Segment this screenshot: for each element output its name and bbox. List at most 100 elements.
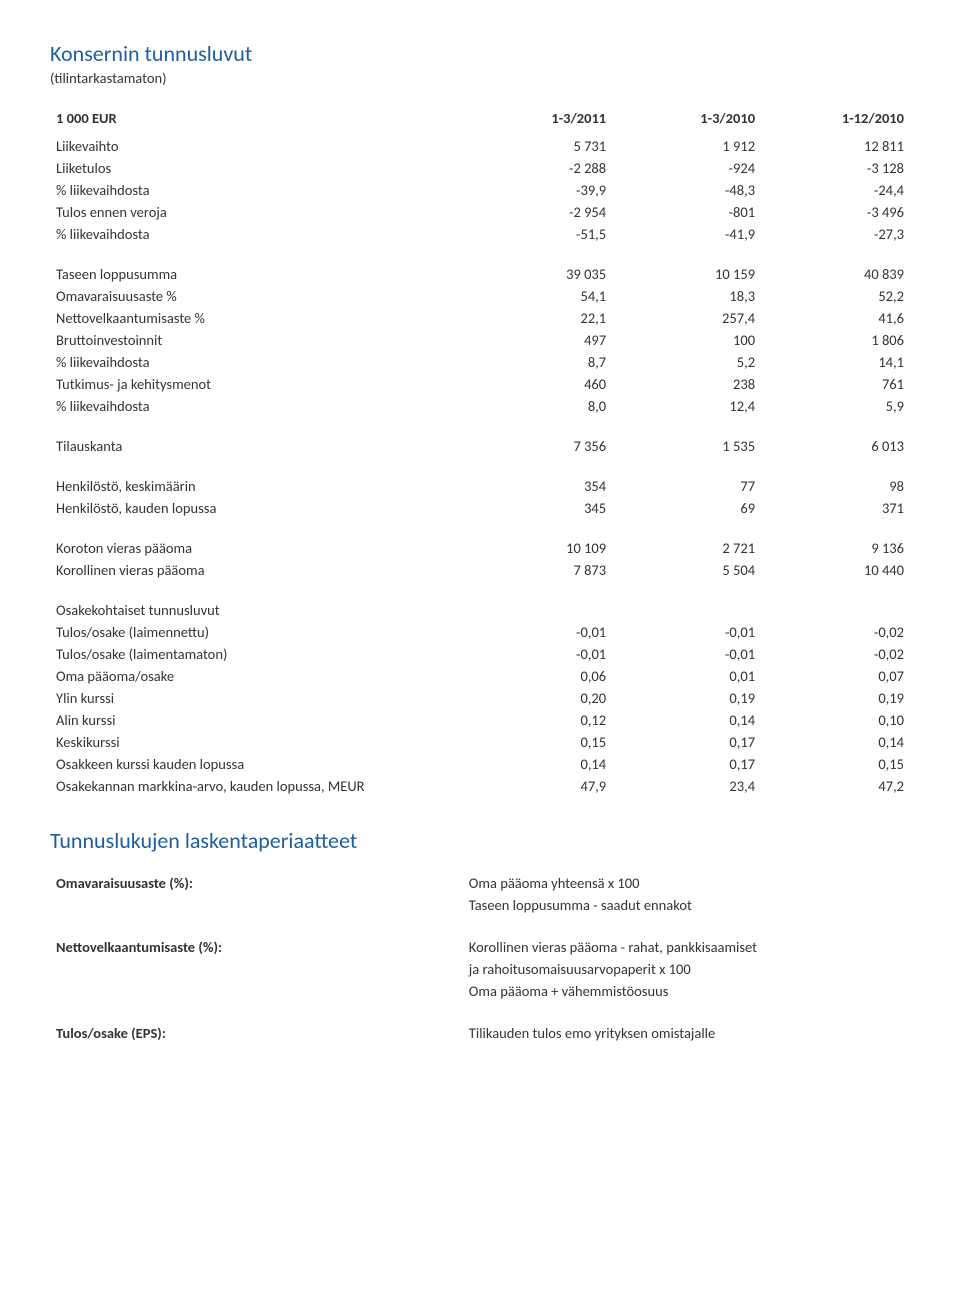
cell-value: -48,3 bbox=[612, 179, 761, 201]
row-label: % liikevaihdosta bbox=[50, 179, 463, 201]
definition-term: Nettovelkaantumisaste (%): bbox=[50, 936, 463, 958]
row-label: Tulos/osake (laimentamaton) bbox=[50, 643, 463, 665]
cell-value: 761 bbox=[761, 373, 910, 395]
principles-heading: Tunnuslukujen laskentaperiaatteet bbox=[50, 827, 910, 854]
cell-value bbox=[463, 599, 612, 621]
cell-value: 12,4 bbox=[612, 395, 761, 417]
table-row: Korollinen vieras pääoma7 8735 50410 440 bbox=[50, 559, 910, 581]
table-row: % liikevaihdosta8,75,214,1 bbox=[50, 351, 910, 373]
cell-value: 5,2 bbox=[612, 351, 761, 373]
cell-value: 0,07 bbox=[761, 665, 910, 687]
cell-value: -0,01 bbox=[612, 621, 761, 643]
definition-line: Tilikauden tulos emo yrityksen omistajal… bbox=[463, 1022, 910, 1044]
table-row: Henkilöstö, kauden lopussa34569371 bbox=[50, 497, 910, 519]
row-label: Osakkeen kurssi kauden lopussa bbox=[50, 753, 463, 775]
table-row: Henkilöstö, keskimäärin3547798 bbox=[50, 475, 910, 497]
cell-value: 0,15 bbox=[761, 753, 910, 775]
cell-value: -3 496 bbox=[761, 201, 910, 223]
definition-line: Oma pääoma + vähemmistöosuus bbox=[463, 980, 910, 1002]
col-period-1: 1-3/2011 bbox=[463, 107, 612, 135]
cell-value: 14,1 bbox=[761, 351, 910, 373]
cell-value: 10 440 bbox=[761, 559, 910, 581]
cell-value: 0,06 bbox=[463, 665, 612, 687]
section-gap bbox=[50, 457, 910, 475]
definition-row: Tulos/osake (EPS):Tilikauden tulos emo y… bbox=[50, 1022, 910, 1044]
cell-value: -0,02 bbox=[761, 621, 910, 643]
definition-line: ja rahoitusomaisuusarvopaperit x 100 bbox=[463, 958, 910, 980]
cell-value: 0,10 bbox=[761, 709, 910, 731]
cell-value: -2 288 bbox=[463, 157, 612, 179]
cell-value: 238 bbox=[612, 373, 761, 395]
cell-value: 0,17 bbox=[612, 731, 761, 753]
cell-value: 0,12 bbox=[463, 709, 612, 731]
table-row: Osakekohtaiset tunnusluvut bbox=[50, 599, 910, 621]
section-gap bbox=[50, 519, 910, 537]
page-title: Konsernin tunnusluvut bbox=[50, 40, 910, 67]
definition-term: Omavaraisuusaste (%): bbox=[50, 872, 463, 894]
table-row: % liikevaihdosta-51,5-41,9-27,3 bbox=[50, 223, 910, 245]
row-label: Bruttoinvestoinnit bbox=[50, 329, 463, 351]
table-row: Nettovelkaantumisaste %22,1257,441,6 bbox=[50, 307, 910, 329]
cell-value: 0,14 bbox=[761, 731, 910, 753]
cell-value bbox=[612, 599, 761, 621]
row-label: Oma pääoma/osake bbox=[50, 665, 463, 687]
cell-value: 6 013 bbox=[761, 435, 910, 457]
definition-row: Taseen loppusumma - saadut ennakot bbox=[50, 894, 910, 916]
row-label: Liikevaihto bbox=[50, 135, 463, 157]
table-row: Liikevaihto5 7311 91212 811 bbox=[50, 135, 910, 157]
table-row: Tulos/osake (laimentamaton)-0,01-0,01-0,… bbox=[50, 643, 910, 665]
cell-value: 497 bbox=[463, 329, 612, 351]
subtitle: (tilintarkastamaton) bbox=[50, 69, 910, 87]
cell-value: 345 bbox=[463, 497, 612, 519]
cell-value: -39,9 bbox=[463, 179, 612, 201]
cell-value: 0,14 bbox=[612, 709, 761, 731]
cell-value: -0,01 bbox=[612, 643, 761, 665]
row-label: Henkilöstö, keskimäärin bbox=[50, 475, 463, 497]
cell-value bbox=[761, 599, 910, 621]
section-gap bbox=[50, 245, 910, 263]
cell-value: -41,9 bbox=[612, 223, 761, 245]
cell-value: 9 136 bbox=[761, 537, 910, 559]
row-label: Keskikurssi bbox=[50, 731, 463, 753]
cell-value: 23,4 bbox=[612, 775, 761, 797]
cell-value: 257,4 bbox=[612, 307, 761, 329]
cell-value: 460 bbox=[463, 373, 612, 395]
cell-value: 1 535 bbox=[612, 435, 761, 457]
table-row: Koroton vieras pääoma10 1092 7219 136 bbox=[50, 537, 910, 559]
table-row: Oma pääoma/osake0,060,010,07 bbox=[50, 665, 910, 687]
definition-row: ja rahoitusomaisuusarvopaperit x 100 bbox=[50, 958, 910, 980]
cell-value: -0,01 bbox=[463, 621, 612, 643]
cell-value: -51,5 bbox=[463, 223, 612, 245]
row-label: Tulos/osake (laimennettu) bbox=[50, 621, 463, 643]
table-row: Liiketulos-2 288-924-3 128 bbox=[50, 157, 910, 179]
row-label: % liikevaihdosta bbox=[50, 395, 463, 417]
cell-value: -924 bbox=[612, 157, 761, 179]
cell-value: 5,9 bbox=[761, 395, 910, 417]
cell-value: 12 811 bbox=[761, 135, 910, 157]
cell-value: 39 035 bbox=[463, 263, 612, 285]
row-label: Tutkimus- ja kehitysmenot bbox=[50, 373, 463, 395]
row-label: Henkilöstö, kauden lopussa bbox=[50, 497, 463, 519]
cell-value: 0,17 bbox=[612, 753, 761, 775]
cell-value: 22,1 bbox=[463, 307, 612, 329]
cell-value: 7 873 bbox=[463, 559, 612, 581]
section-gap bbox=[50, 581, 910, 599]
table-row: Ylin kurssi0,200,190,19 bbox=[50, 687, 910, 709]
definition-term bbox=[50, 894, 463, 916]
cell-value: -2 954 bbox=[463, 201, 612, 223]
row-label: Ylin kurssi bbox=[50, 687, 463, 709]
row-label: % liikevaihdosta bbox=[50, 351, 463, 373]
cell-value: 1 912 bbox=[612, 135, 761, 157]
cell-value: -0,02 bbox=[761, 643, 910, 665]
definition-gap bbox=[50, 916, 910, 936]
cell-value: 2 721 bbox=[612, 537, 761, 559]
cell-value: 354 bbox=[463, 475, 612, 497]
table-row: Tutkimus- ja kehitysmenot460238761 bbox=[50, 373, 910, 395]
row-label: Omavaraisuusaste % bbox=[50, 285, 463, 307]
row-label: Taseen loppusumma bbox=[50, 263, 463, 285]
cell-value: 18,3 bbox=[612, 285, 761, 307]
cell-value: 8,0 bbox=[463, 395, 612, 417]
row-label: Alin kurssi bbox=[50, 709, 463, 731]
cell-value: 54,1 bbox=[463, 285, 612, 307]
definition-line: Taseen loppusumma - saadut ennakot bbox=[463, 894, 910, 916]
